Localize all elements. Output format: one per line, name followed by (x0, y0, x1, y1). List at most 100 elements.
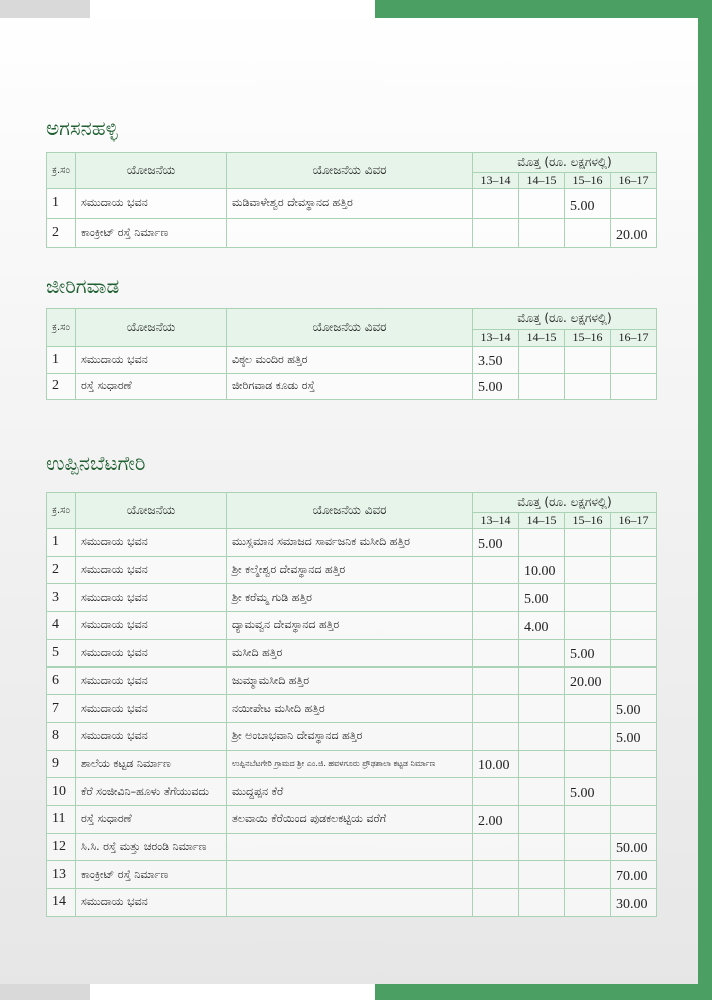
row-number: 1 (46, 346, 76, 374)
header-year: 13–14 (472, 171, 519, 189)
row-amount: 5.00 (610, 721, 657, 751)
bottom-strip-gray (0, 984, 90, 1000)
row-detail: ದ್ಯಾಮವ್ವನ ದೇವಸ್ಥಾನದ ಹತ್ತಿರ (226, 611, 473, 640)
empty-cell (518, 888, 565, 917)
empty-cell (518, 528, 565, 557)
empty-cell (564, 721, 611, 751)
row-scheme: ರಸ್ತೆ ಸುಧಾರಣೆ (75, 805, 227, 834)
row-scheme: ಸಮುದಾಯ ಭವನ (75, 555, 227, 585)
empty-cell (518, 346, 565, 374)
row-number: 3 (46, 583, 76, 613)
empty-cell (472, 188, 519, 219)
top-strip-green (375, 0, 712, 18)
header-sno: ಕ್ರ.ಸಂ (46, 492, 76, 529)
row-amount: 50.00 (610, 832, 657, 862)
empty-cell (564, 694, 611, 723)
empty-cell (472, 694, 519, 723)
empty-cell (518, 694, 565, 723)
empty-cell (518, 217, 565, 248)
section-title: ಅಗಸನಹಳ್ಳಿ (46, 116, 118, 140)
bottom-strip-green (375, 984, 712, 1000)
empty-cell (564, 555, 611, 585)
row-scheme: ಸಮುದಾಯ ಭವನ (75, 528, 227, 557)
row-scheme: ಸಮುದಾಯ ಭವನ (75, 694, 227, 723)
empty-cell (610, 188, 657, 219)
row-detail: ಉಪ್ಪಿನಬೆಟಗೇರಿ ಗ್ರಾಮದ ಶ್ರೀ ಎಂ.ಜಿ. ಹವಳಗೂರು… (226, 749, 473, 779)
empty-cell (564, 805, 611, 834)
row-amount: 4.00 (518, 611, 565, 640)
row-scheme: ಕೆರೆ ಸಂಜೀವಿನಿ–ಹೂಳು ತೆಗೆಯುವದು (75, 777, 227, 806)
empty-cell (472, 777, 519, 806)
empty-cell (610, 805, 657, 834)
row-number: 4 (46, 611, 76, 640)
row-number: 1 (46, 528, 76, 557)
header-year: 16–17 (610, 511, 657, 529)
empty-cell (564, 372, 611, 400)
empty-cell (564, 888, 611, 917)
row-detail: ಶ್ರೀ ಅಂಬಾಭವಾನಿ ದೇವಸ್ಥಾನದ ಹತ್ತಿರ (226, 721, 473, 751)
row-number: 2 (46, 217, 76, 248)
empty-cell (610, 346, 657, 374)
empty-cell (472, 860, 519, 890)
empty-cell (518, 805, 565, 834)
empty-cell (564, 346, 611, 374)
empty-cell (610, 749, 657, 779)
row-scheme: ಸಮುದಾಯ ಭವನ (75, 666, 227, 696)
row-amount: 10.00 (472, 749, 519, 779)
row-amount: 5.00 (518, 583, 565, 613)
row-number: 5 (46, 638, 76, 668)
row-amount: 10.00 (518, 555, 565, 585)
row-amount: 20.00 (610, 217, 657, 248)
row-detail (226, 888, 473, 917)
header-sno: ಕ್ರ.ಸಂ (46, 308, 76, 347)
header-scheme: ಯೋಜನೆಯ (75, 492, 227, 529)
row-scheme: ಶಾಲೆಯ ಕಟ್ಟಡ ನಿರ್ಮಾಣ (75, 749, 227, 779)
empty-cell (518, 721, 565, 751)
empty-cell (472, 611, 519, 640)
row-scheme: ಸಮುದಾಯ ಭವನ (75, 583, 227, 613)
empty-cell (610, 777, 657, 806)
header-year: 15–16 (564, 171, 611, 189)
header-detail: ಯೋಜನೆಯ ವಿವರ (226, 308, 473, 347)
empty-cell (472, 217, 519, 248)
header-amount: ಮೊತ್ತ (ರೂ. ಲಕ್ಷಗಳಲ್ಲಿ) (472, 492, 657, 513)
empty-cell (564, 749, 611, 779)
section-title: ಜೀರಿಗವಾಡ (46, 274, 120, 298)
empty-cell (518, 749, 565, 779)
row-amount: 5.00 (472, 528, 519, 557)
empty-cell (472, 583, 519, 613)
header-year: 16–17 (610, 171, 657, 189)
row-number: 12 (46, 832, 76, 862)
header-year: 15–16 (564, 511, 611, 529)
row-number: 10 (46, 777, 76, 806)
row-number: 8 (46, 721, 76, 751)
empty-cell (610, 372, 657, 400)
row-scheme: ಸಮುದಾಯ ಭವನ (75, 721, 227, 751)
bottom-strip-white (90, 984, 375, 1000)
row-number: 14 (46, 888, 76, 917)
row-number: 9 (46, 749, 76, 779)
row-number: 11 (46, 805, 76, 834)
row-detail: ನಯೀಪೇಟ ಮಸೀದಿ ಹತ್ತಿರ (226, 694, 473, 723)
empty-cell (564, 217, 611, 248)
header-amount: ಮೊತ್ತ (ರೂ. ಲಕ್ಷಗಳಲ್ಲಿ) (472, 308, 657, 330)
empty-cell (518, 860, 565, 890)
row-detail: ತಲವಾಯಿ ಕೆರೆಯಿಂದ ಪುಡಕಲಕಟ್ಟಿಯ ವರೆಗೆ (226, 805, 473, 834)
empty-cell (564, 583, 611, 613)
row-scheme: ರಸ್ತೆ ಸುಧಾರಣೆ (75, 372, 227, 400)
empty-cell (564, 528, 611, 557)
row-scheme: ಸಮುದಾಯ ಭವನ (75, 346, 227, 374)
row-amount: 5.00 (564, 188, 611, 219)
row-amount: 2.00 (472, 805, 519, 834)
empty-cell (472, 638, 519, 668)
row-detail: ಜೀರಿಗವಾಡ ಕೂಡು ರಸ್ತೆ (226, 372, 473, 400)
empty-cell (472, 666, 519, 696)
row-scheme: ಕಾಂಕ್ರೀಟ್ ರಸ್ತೆ ನಿರ್ಮಾಣ (75, 860, 227, 890)
row-detail: ಶ್ರೀ ಕರೆಮ್ಮ ಗುಡಿ ಹತ್ತಿರ (226, 583, 473, 613)
empty-cell (610, 583, 657, 613)
header-detail: ಯೋಜನೆಯ ವಿವರ (226, 492, 473, 529)
header-scheme: ಯೋಜನೆಯ (75, 308, 227, 347)
empty-cell (518, 832, 565, 862)
empty-cell (564, 860, 611, 890)
